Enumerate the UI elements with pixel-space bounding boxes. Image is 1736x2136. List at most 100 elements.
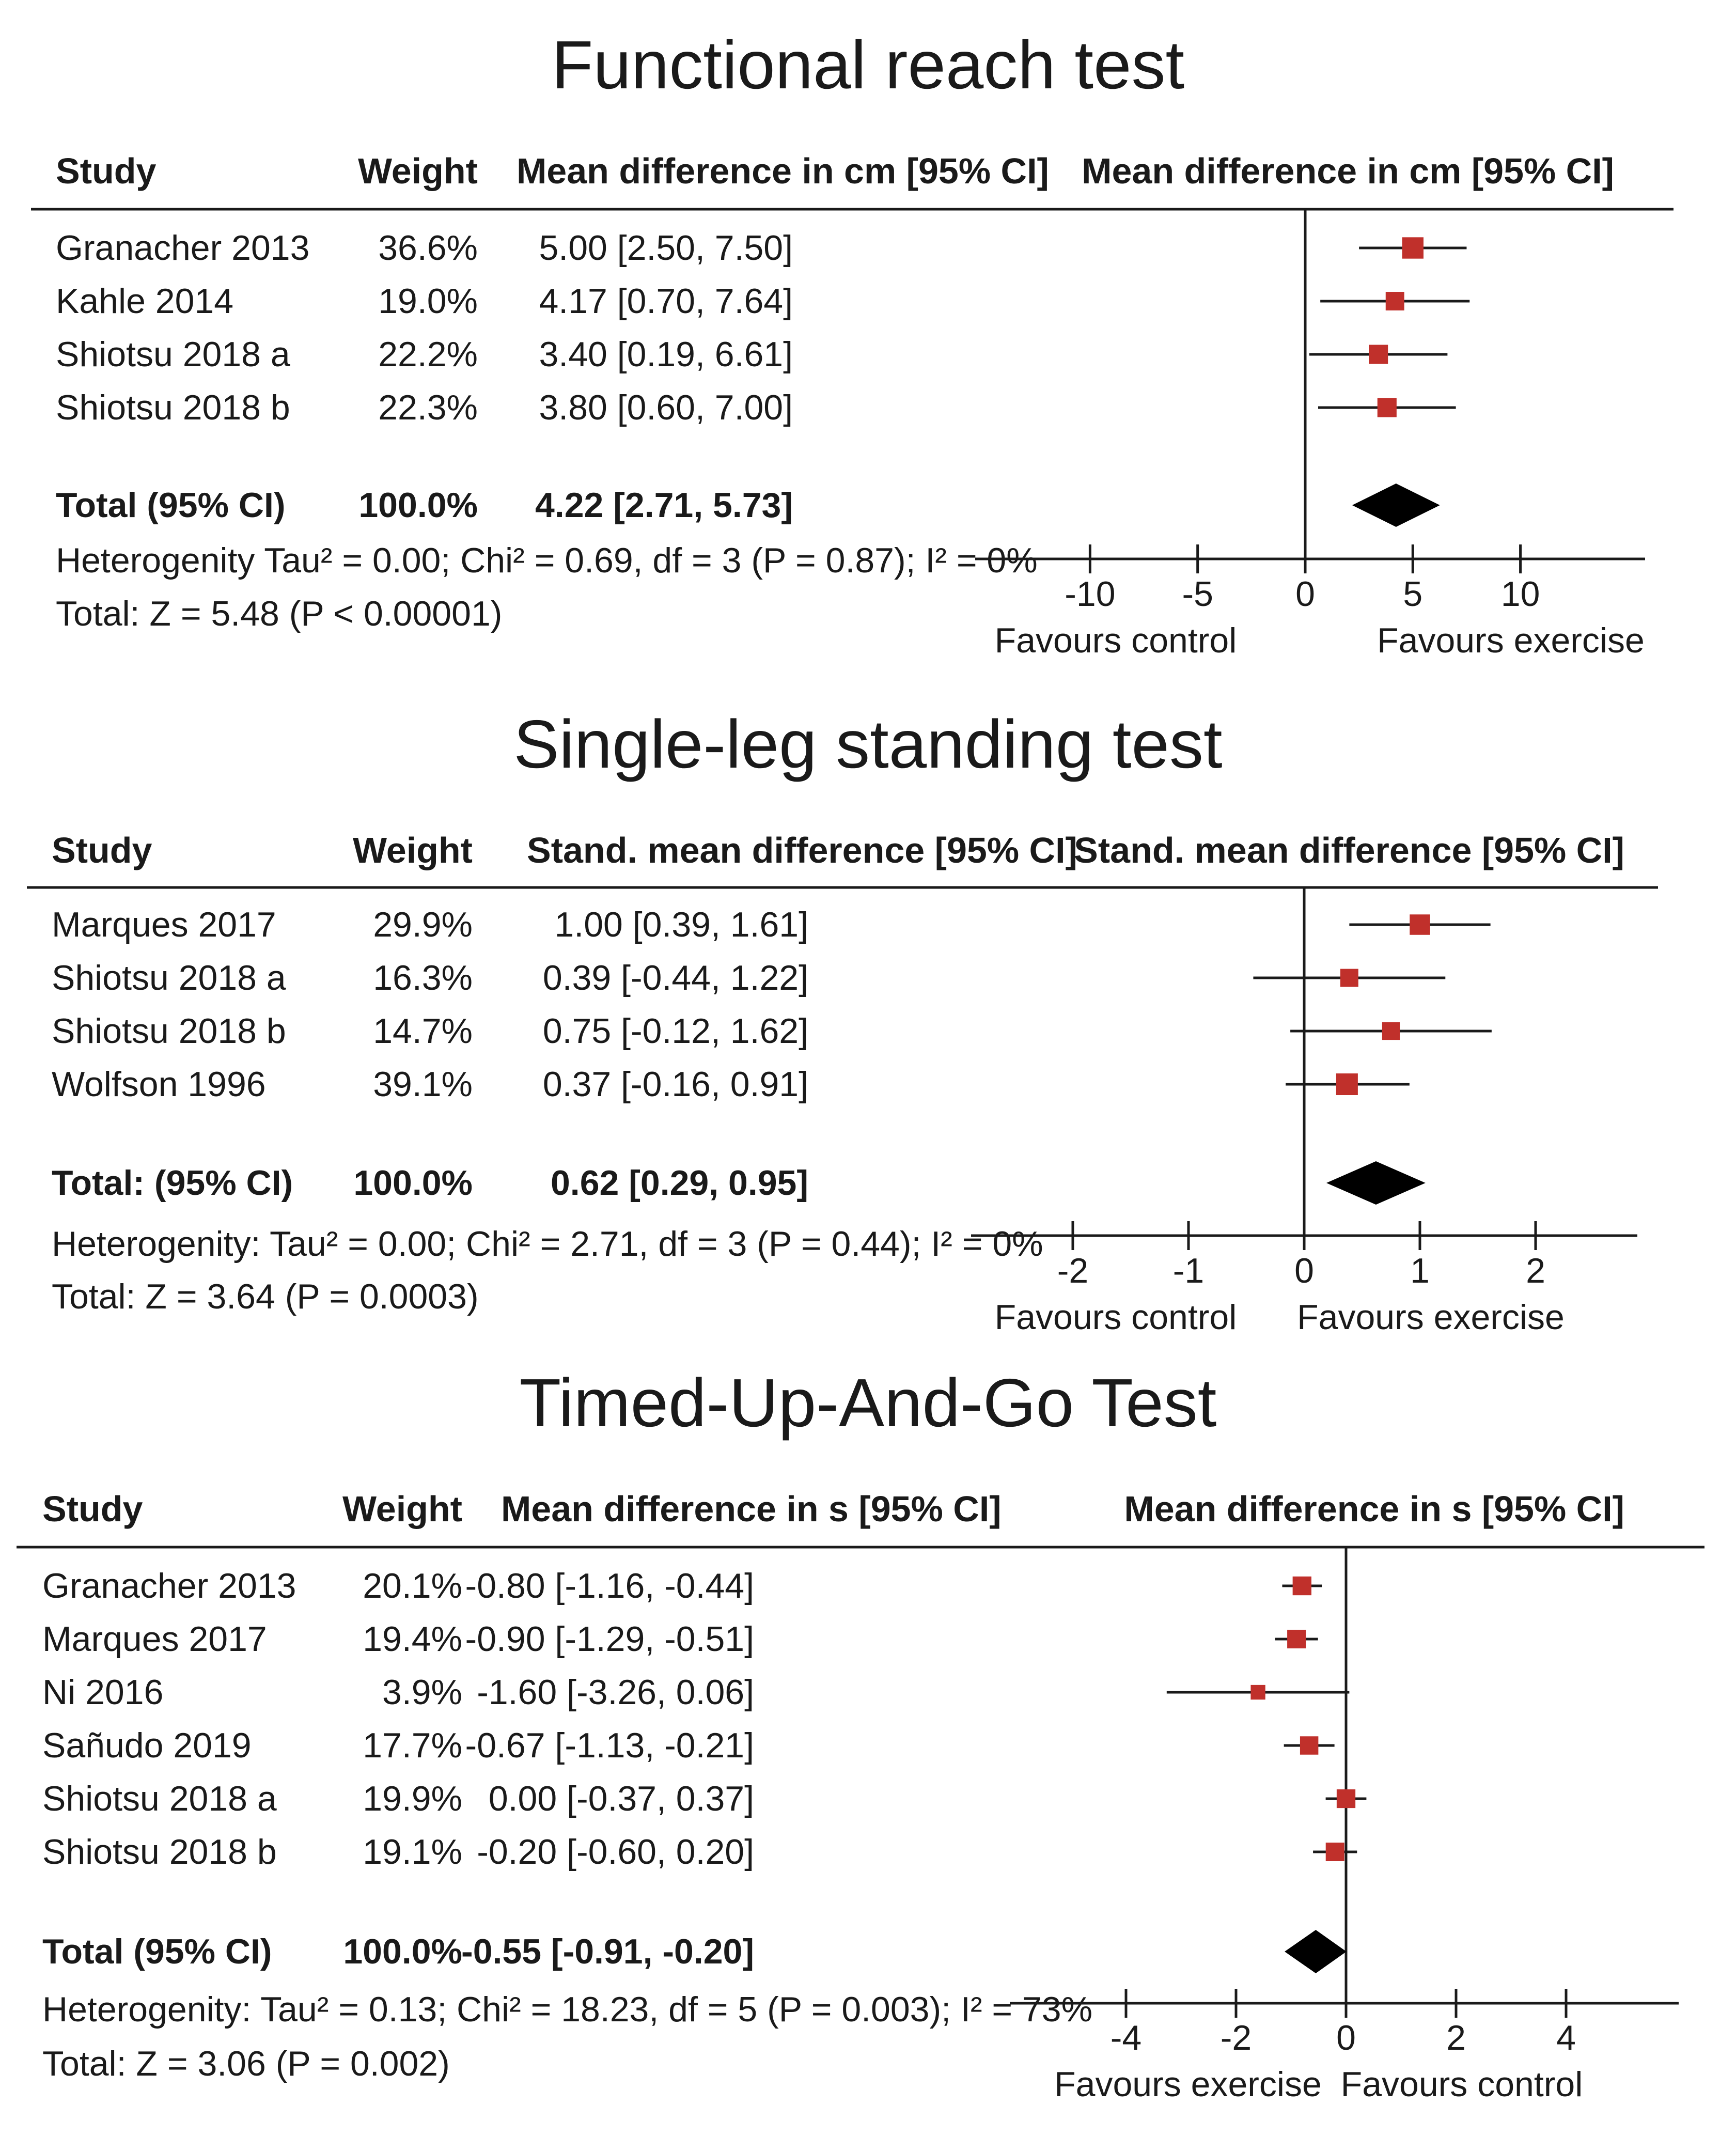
total-weight: 100.0% (343, 1932, 462, 1971)
study-estimate-square (1385, 292, 1404, 310)
total-effect: 4.22 [2.71, 5.73] (535, 486, 793, 525)
total-weight: 100.0% (358, 486, 478, 525)
study-effect: 3.40 [0.19, 6.61] (539, 335, 793, 374)
study-name: Marques 2017 (52, 905, 276, 944)
favours-left-label: Favours control (994, 1298, 1237, 1337)
pooled-diamond (1352, 484, 1440, 527)
total-weight: 100.0% (353, 1163, 473, 1203)
study-weight: 14.7% (373, 1011, 473, 1051)
study-estimate-square (1287, 1629, 1306, 1649)
column-header-plot: Stand. mean difference [95% CI] (1074, 830, 1624, 870)
study-effect: 0.39 [-0.44, 1.22] (542, 958, 808, 997)
study-weight: 22.3% (378, 388, 478, 427)
study-effect: 0.75 [-0.12, 1.62] (542, 1011, 808, 1051)
pooled-diamond (1326, 1161, 1426, 1205)
study-estimate-square (1336, 1789, 1356, 1808)
favours-right-label: Favours control (1340, 2065, 1583, 2104)
x-tick-label: -2 (1220, 2018, 1252, 2057)
x-tick-label: 2 (1446, 2018, 1466, 2057)
x-tick-label: 5 (1403, 574, 1423, 614)
x-tick-label: -10 (1065, 574, 1116, 614)
column-header-plot: Mean difference in cm [95% CI] (1082, 151, 1614, 191)
favours-right-label: Favours exercise (1297, 1298, 1565, 1337)
study-weight: 16.3% (373, 958, 473, 997)
study-name: Shiotsu 2018 a (42, 1779, 277, 1818)
study-estimate-square (1382, 1022, 1400, 1040)
study-weight: 20.1% (363, 1566, 462, 1605)
study-name: Shiotsu 2018 b (56, 388, 290, 427)
heterogeneity-text: Heterogenity: Tau² = 0.00; Chi² = 2.71, … (52, 1224, 1043, 1264)
study-effect: 3.80 [0.60, 7.00] (539, 388, 793, 427)
study-estimate-square (1292, 1576, 1311, 1596)
study-estimate-square (1377, 398, 1397, 417)
total-label: Total: (95% CI) (52, 1163, 293, 1203)
column-header-effect: Stand. mean difference [95% CI] (527, 830, 1077, 870)
study-estimate-square (1325, 1843, 1344, 1861)
study-effect: 4.17 [0.70, 7.64] (539, 282, 793, 321)
heterogeneity-text: Heterogenity Tau² = 0.00; Chi² = 0.69, d… (56, 541, 1038, 580)
x-tick-label: 4 (1556, 2018, 1576, 2057)
study-estimate-square (1336, 1073, 1358, 1096)
column-header-study: Study (52, 830, 152, 870)
study-estimate-square (1369, 345, 1388, 364)
heterogeneity-text: Heterogenity: Tau² = 0.13; Chi² = 18.23,… (42, 1990, 1093, 2029)
study-estimate-square (1402, 237, 1424, 259)
favours-right-label: Favours exercise (1377, 621, 1645, 660)
total-effect: -0.55 [-0.91, -0.20] (461, 1932, 754, 1971)
study-estimate-square (1250, 1685, 1265, 1700)
study-name: Shiotsu 2018 b (42, 1832, 277, 1872)
column-header-weight: Weight (342, 1489, 462, 1529)
study-weight: 19.0% (378, 282, 478, 321)
panel-title: Single-leg standing test (513, 706, 1223, 782)
study-effect: -0.20 [-0.60, 0.20] (477, 1832, 754, 1872)
x-tick-label: -4 (1110, 2018, 1142, 2057)
study-effect: 1.00 [0.39, 1.61] (554, 905, 808, 944)
study-weight: 19.1% (363, 1832, 462, 1872)
x-tick-label: 2 (1526, 1251, 1545, 1290)
study-effect: -0.90 [-1.29, -0.51] (465, 1619, 754, 1659)
x-tick-label: -2 (1057, 1251, 1089, 1290)
study-name: Ni 2016 (42, 1673, 164, 1712)
total-label: Total (95% CI) (42, 1932, 272, 1971)
study-effect: -0.80 [-1.16, -0.44] (465, 1566, 754, 1605)
x-tick-label: 10 (1500, 574, 1540, 614)
study-weight: 17.7% (363, 1726, 462, 1765)
study-weight: 19.9% (363, 1779, 462, 1818)
study-name: Sañudo 2019 (42, 1726, 252, 1765)
panel-title: Timed-Up-And-Go Test (519, 1365, 1217, 1441)
study-estimate-square (1410, 914, 1430, 935)
x-tick-label: -1 (1172, 1251, 1205, 1290)
overall-effect-text: Total: Z = 3.64 (P = 0.0003) (52, 1277, 479, 1316)
panel-title: Functional reach test (551, 27, 1185, 103)
study-name: Granacher 2013 (56, 228, 310, 268)
x-tick-label: 0 (1295, 574, 1315, 614)
study-name: Granacher 2013 (42, 1566, 296, 1605)
total-effect: 0.62 [0.29, 0.95] (550, 1163, 808, 1203)
column-header-effect: Mean difference in cm [95% CI] (517, 151, 1049, 191)
column-header-study: Study (42, 1489, 143, 1529)
study-effect: -0.67 [-1.13, -0.21] (465, 1726, 754, 1765)
column-header-effect: Mean difference in s [95% CI] (501, 1489, 1002, 1529)
column-header-plot: Mean difference in s [95% CI] (1124, 1489, 1624, 1529)
total-label: Total (95% CI) (56, 486, 286, 525)
study-name: Shiotsu 2018 b (52, 1011, 286, 1051)
favours-left-label: Favours exercise (1054, 2065, 1322, 2104)
study-weight: 36.6% (378, 228, 478, 268)
overall-effect-text: Total: Z = 5.48 (P < 0.00001) (56, 594, 503, 633)
study-weight: 39.1% (373, 1065, 473, 1104)
x-tick-label: -5 (1182, 574, 1213, 614)
study-name: Kahle 2014 (56, 282, 234, 321)
study-name: Marques 2017 (42, 1619, 267, 1659)
x-tick-label: 1 (1410, 1251, 1430, 1290)
pooled-diamond (1285, 1930, 1347, 1973)
overall-effect-text: Total: Z = 3.06 (P = 0.002) (42, 2044, 450, 2083)
study-name: Wolfson 1996 (52, 1065, 266, 1104)
study-effect: -1.60 [-3.26, 0.06] (477, 1673, 754, 1712)
study-estimate-square (1300, 1736, 1319, 1755)
study-estimate-square (1340, 969, 1358, 987)
column-header-weight: Weight (357, 151, 478, 191)
study-weight: 19.4% (363, 1619, 462, 1659)
x-tick-label: 0 (1294, 1251, 1314, 1290)
